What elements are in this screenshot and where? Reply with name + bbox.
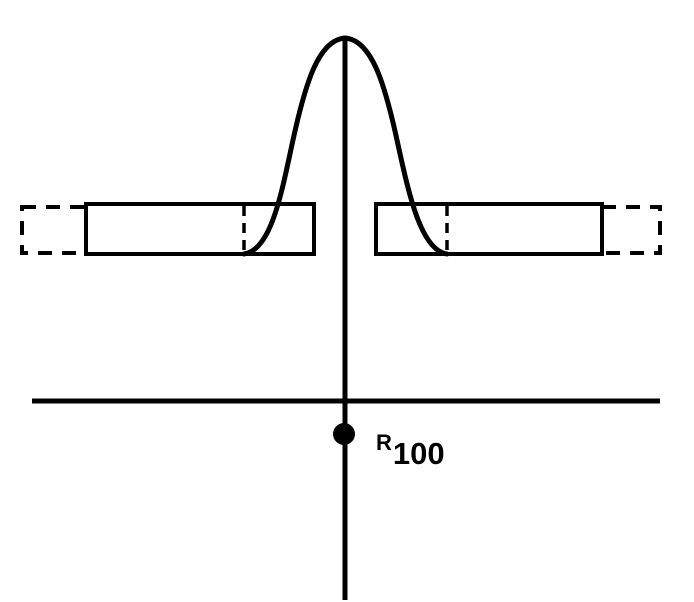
- reference-point-label-subscript: 100: [392, 436, 445, 471]
- left-dashed-extension-box: [20, 205, 88, 255]
- reference-point-dot: [333, 423, 355, 445]
- right-solid-box: [374, 202, 604, 256]
- right-dashed-extension-box: [600, 205, 662, 255]
- reference-point-label: R100: [376, 430, 445, 470]
- bell-curve: [241, 35, 450, 257]
- left-solid-box: [84, 202, 316, 256]
- reference-point-label-main: R: [376, 430, 392, 455]
